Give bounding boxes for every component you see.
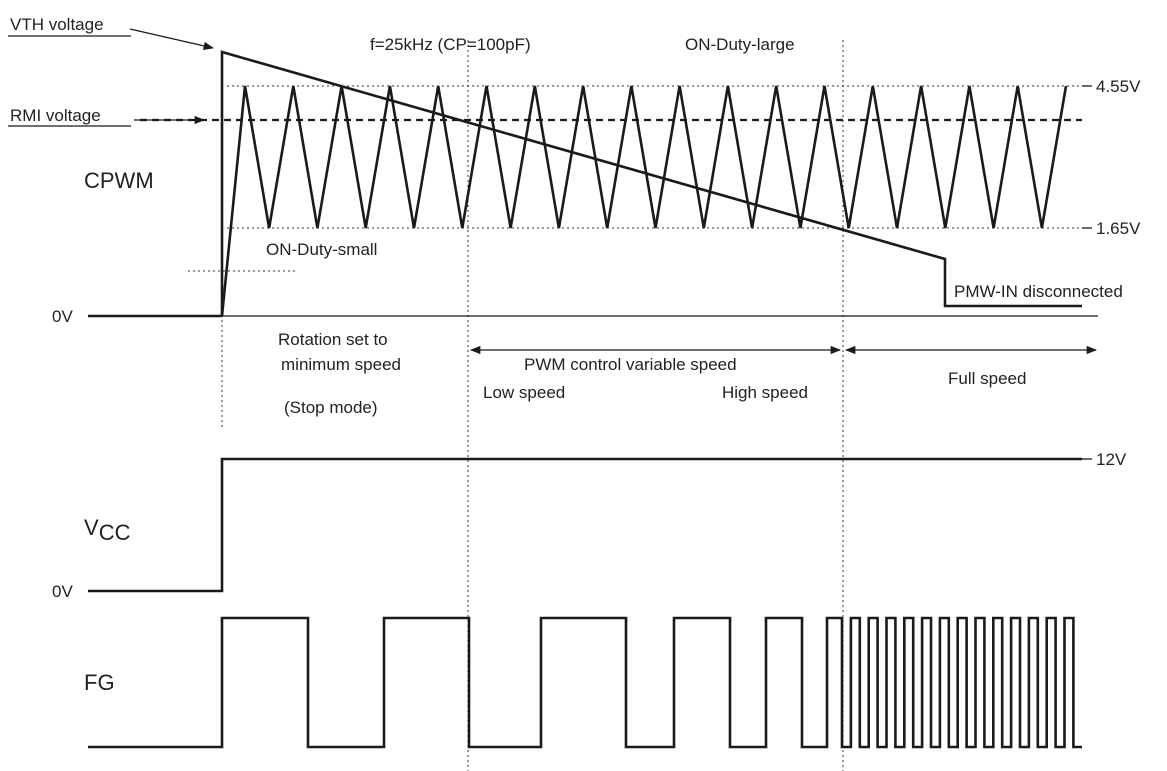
on-duty-small-label: ON-Duty-small (266, 240, 377, 259)
on-duty-large-label: ON-Duty-large (685, 35, 795, 54)
vcc-level-12v-label: 12V (1096, 450, 1127, 469)
pwm-in-disconnected-label: PMW-IN disconnected (954, 282, 1123, 301)
frequency-note: f=25kHz (CP=100pF) (370, 35, 531, 54)
rmi-voltage-label: RMI voltage (10, 106, 101, 125)
fg-label: FG (84, 670, 115, 695)
zero-volt-vcc-label: 0V (52, 582, 73, 601)
pwm-control-label: PWM control variable speed (524, 355, 737, 374)
rotation-label-line1: Rotation set to (278, 330, 388, 349)
vcc-label: VCC (84, 515, 131, 545)
fg-waveform (88, 616, 1082, 749)
level-1-65v-label: 1.65V (1096, 219, 1141, 238)
vth-pointer-arrow (129, 28, 215, 50)
cpwm-label: CPWM (84, 168, 154, 193)
vth-voltage-label: VTH voltage (10, 15, 104, 34)
low-speed-label: Low speed (483, 383, 565, 402)
level-4-55v-label: 4.55V (1096, 77, 1141, 96)
stop-mode-label: (Stop mode) (284, 398, 378, 417)
vcc-waveform (88, 457, 1082, 593)
vcc-label-main: V (84, 515, 99, 540)
full-speed-label: Full speed (948, 369, 1026, 388)
rotation-label-line2: minimum speed (281, 355, 401, 374)
cpwm-triangle-wave (220, 85, 1068, 317)
vcc-label-subscript: CC (99, 520, 131, 545)
high-speed-label: High speed (722, 383, 808, 402)
vth-voltage-curve (220, 50, 1082, 316)
zero-volt-cpwm-label: 0V (52, 307, 73, 326)
